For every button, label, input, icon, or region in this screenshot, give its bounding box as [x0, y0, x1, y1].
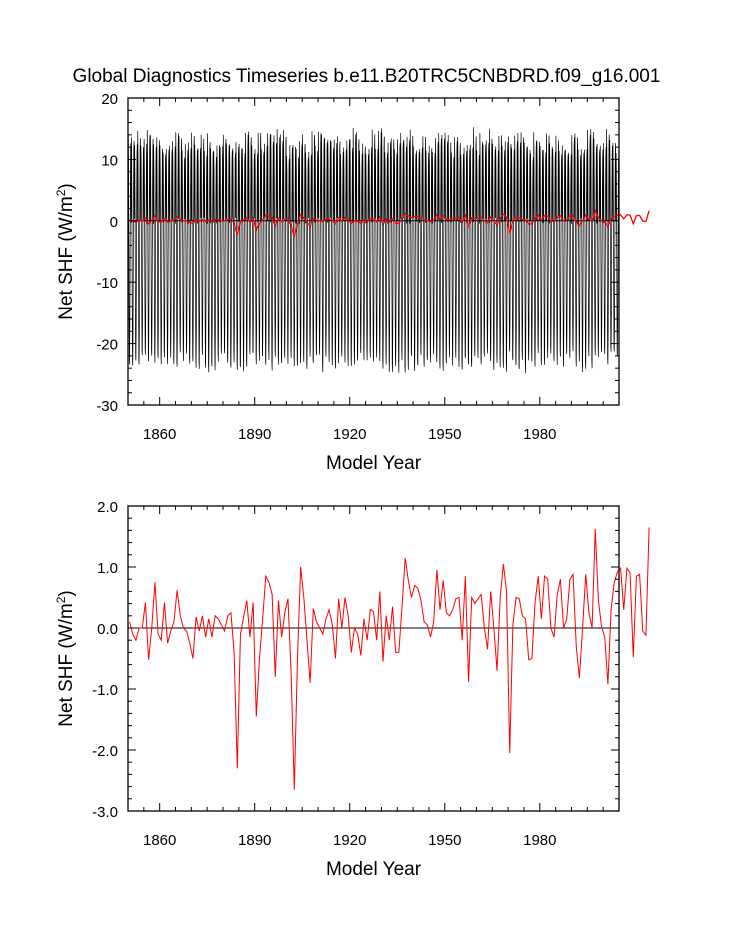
x-tick-label: 1890	[238, 832, 271, 849]
y-axis-label: Net SHF (W/m2)	[54, 183, 77, 320]
y-tick-label: 2.0	[97, 499, 118, 516]
x-tick-label: 1950	[428, 426, 461, 443]
y-axis-label-main: Net SHF (W/m	[56, 603, 77, 727]
x-tick-label: 1860	[143, 832, 176, 849]
x-axis-label: Model Year	[326, 859, 422, 880]
y-tick-label: -30	[96, 398, 118, 415]
x-tick-label: 1980	[523, 426, 556, 443]
monthly-series	[127, 127, 620, 374]
plot-frame	[127, 505, 620, 812]
annual-mean-line	[129, 209, 650, 238]
x-tick-label: 1950	[428, 832, 461, 849]
y-axis-label-main: Net SHF (W/m	[56, 196, 77, 320]
panel-top: -30 -20 -10 0 10 20 1860 1890 1920 1950 1980 Model…	[54, 91, 650, 474]
figure-title: Global Diagnostics Timeseries b.e11.B20T…	[72, 66, 661, 87]
y-axis-label-end: )	[56, 183, 77, 189]
y-tick-label: 20	[101, 91, 118, 108]
annual-mean-series	[129, 209, 650, 238]
y-tick-label: -20	[96, 337, 118, 354]
y-axis-label: Net SHF (W/m2)	[54, 590, 77, 727]
plot-frame	[127, 97, 620, 406]
axes: -30 -20 -10 0 10 20 1860 1890 1920 1950 1980	[96, 91, 620, 443]
y-axis-label-sup: 2	[54, 596, 68, 603]
annual-mean-series	[129, 527, 650, 790]
y-tick-label: -10	[96, 275, 118, 292]
y-tick-label: 0.0	[97, 621, 118, 638]
x-axis-label: Model Year	[326, 453, 422, 474]
panel-bottom: -3.0 -2.0 -1.0 0.0 1.0 2.0 1860 1890 1920 1950 198…	[54, 499, 650, 880]
y-tick-label: 10	[101, 152, 118, 169]
x-tick-label: 1860	[143, 426, 176, 443]
y-axis-label-sup: 2	[54, 189, 68, 196]
annual-mean-line	[129, 527, 650, 790]
y-tick-label: -3.0	[92, 804, 118, 821]
y-tick-label: 1.0	[97, 560, 118, 577]
x-tick-label: 1920	[333, 832, 366, 849]
axes: -3.0 -2.0 -1.0 0.0 1.0 2.0 1860 1890 1920 1950 198…	[92, 499, 620, 849]
x-tick-label: 1980	[523, 832, 556, 849]
monthly-line	[127, 127, 620, 374]
y-tick-label: -2.0	[92, 743, 118, 760]
y-tick-label: 0	[110, 214, 118, 231]
y-axis-label-end: )	[56, 590, 77, 596]
x-tick-label: 1920	[333, 426, 366, 443]
x-tick-label: 1890	[238, 426, 271, 443]
y-tick-label: -1.0	[92, 682, 118, 699]
